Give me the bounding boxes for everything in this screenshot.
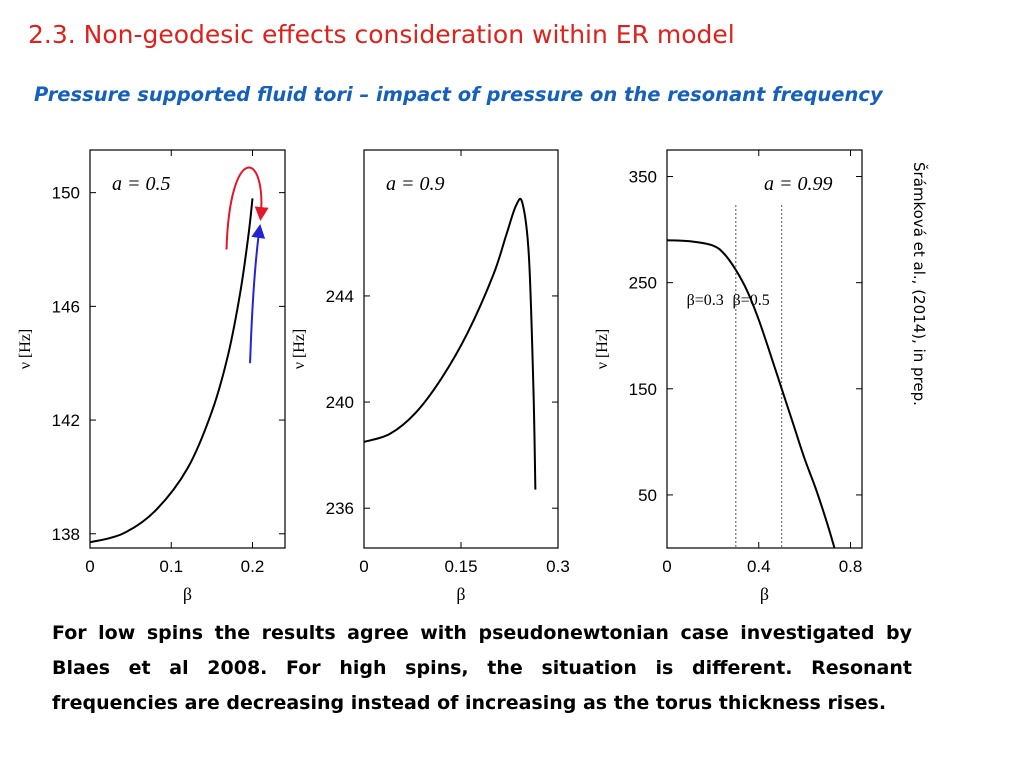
x-axis-label: β (183, 584, 192, 604)
x-tick-label: 0.3 (546, 557, 570, 576)
body-text: For low spins the results agree with pse… (52, 622, 912, 714)
y-tick-label: 142 (52, 411, 80, 430)
plot-frame (666, 149, 863, 549)
red-arrow (225, 166, 269, 250)
series-line (363, 197, 537, 490)
x-tick-label: 0.1 (159, 557, 183, 576)
y-axis-label: ν [Hz] (291, 329, 308, 370)
series-line (666, 239, 836, 549)
series-line (89, 198, 254, 544)
y-tick-label: 146 (52, 297, 80, 316)
y-tick-label: 240 (326, 393, 354, 412)
chart-panel-2: 0 0.15 0.3 236 240 244 β ν [Hz] a = 0.9 (291, 149, 570, 604)
x-tick-label: 0 (85, 557, 94, 576)
y-axis-label: ν [Hz] (17, 329, 34, 370)
x-tick-label: 0.2 (241, 557, 265, 576)
y-tick-label: 250 (629, 274, 657, 293)
y-tick-label: 236 (326, 499, 354, 518)
citation: Šrámková et al., (2014), in prep. (910, 162, 928, 406)
y-tick-label: 50 (638, 486, 657, 505)
slide-title: 2.3. Non-geodesic effects consideration … (28, 20, 735, 49)
x-axis-label: β (456, 584, 465, 604)
y-tick-label: 150 (52, 184, 80, 203)
plot-frame (89, 149, 286, 549)
x-axis-label: β (760, 584, 769, 604)
x-tick-label: 0.15 (444, 557, 477, 576)
spin-annotation: a = 0.5 (112, 173, 171, 195)
blue-arrow (249, 223, 266, 364)
spin-annotation: a = 0.9 (386, 173, 445, 195)
y-tick-label: 244 (326, 287, 354, 306)
x-tick-label: 0 (662, 557, 671, 576)
plot-frame (363, 149, 559, 549)
y-tick-label: 138 (52, 525, 80, 544)
y-tick-label: 350 (629, 168, 657, 187)
vline-label: β=0.3 (687, 292, 724, 309)
y-axis-label: ν [Hz] (594, 329, 611, 370)
x-tick-label: 0 (359, 557, 368, 576)
slide-subtitle: Pressure supported fluid tori – impact o… (34, 83, 883, 106)
chart-panel-1: 0 0.1 0.2 138 142 146 150 β ν [Hz] a = 0.5 (17, 149, 286, 604)
y-tick-label: 150 (629, 380, 657, 399)
spin-annotation: a = 0.99 (764, 173, 833, 195)
x-tick-label: 0.4 (747, 557, 771, 576)
x-tick-label: 0.8 (839, 557, 863, 576)
